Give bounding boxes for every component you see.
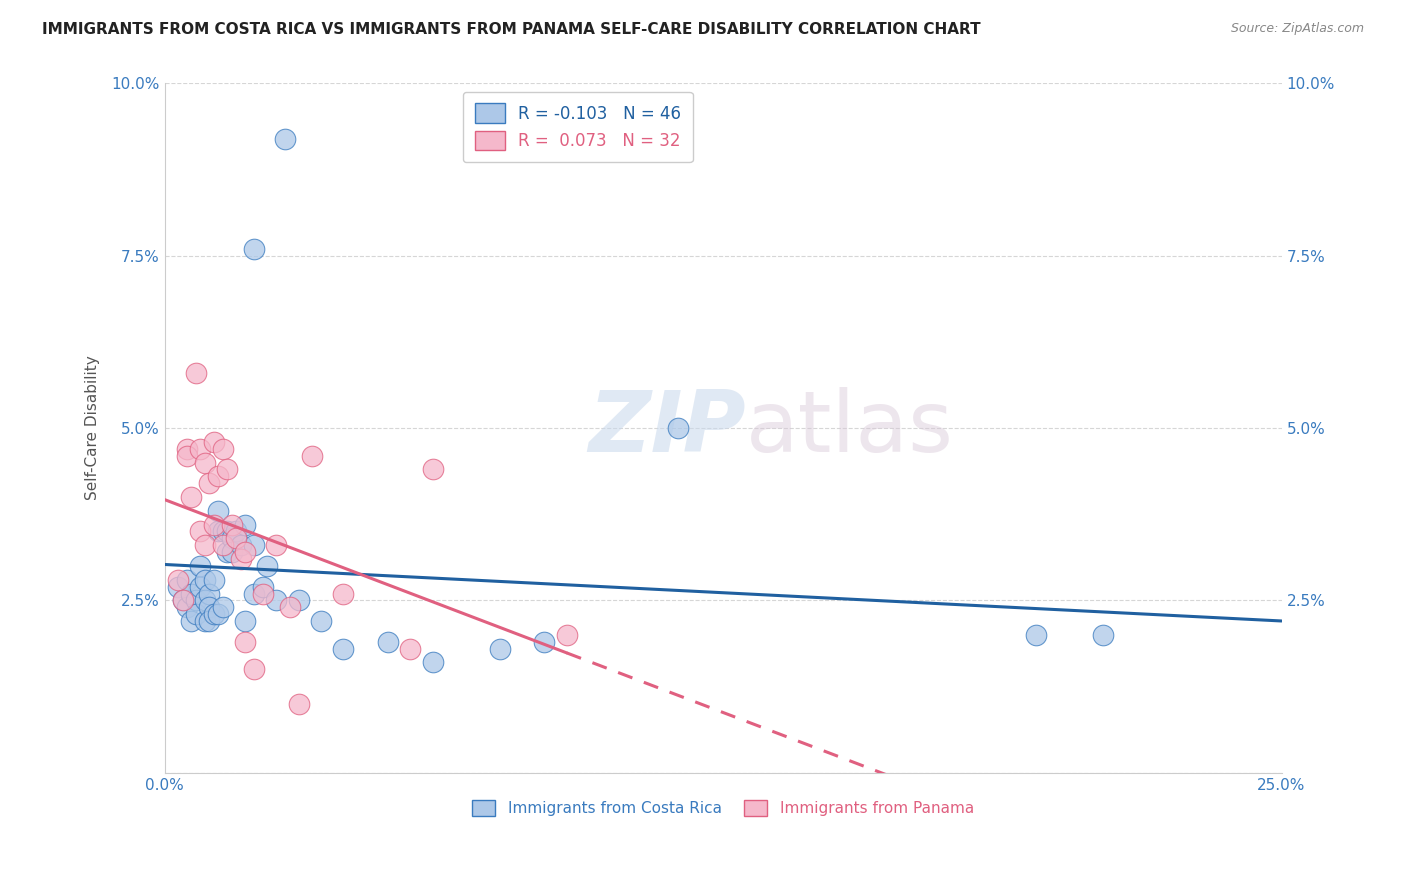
Point [301,449,323,463]
Point [266,538,288,552]
Point [202,607,225,622]
Point [190,524,212,539]
Point [167,573,190,587]
Point [172,593,194,607]
Point [243,586,266,600]
Point [225,524,247,539]
Point [243,242,266,256]
Point [207,524,229,539]
Point [1025,628,1047,642]
Text: Source: ZipAtlas.com: Source: ZipAtlas.com [1230,22,1364,36]
Point [198,586,221,600]
Point [377,634,399,648]
Point [243,662,266,676]
Point [198,476,221,491]
Point [184,366,207,380]
Point [274,131,297,145]
Point [1091,628,1114,642]
Point [287,697,309,711]
Point [229,538,252,552]
Point [211,524,233,539]
Point [194,538,217,552]
Point [194,593,217,607]
Point [332,586,354,600]
Point [225,532,247,546]
Text: ZIP: ZIP [588,386,745,469]
Point [233,545,256,559]
Point [309,614,332,628]
Point [167,580,190,594]
Point [202,573,225,587]
Point [190,580,212,594]
Point [217,462,239,476]
Point [172,593,194,607]
Y-axis label: Self-Care Disability: Self-Care Disability [86,356,100,500]
Legend: Immigrants from Costa Rica, Immigrants from Panama: Immigrants from Costa Rica, Immigrants f… [465,792,981,823]
Point [194,614,217,628]
Point [256,558,278,573]
Text: atlas: atlas [745,386,953,469]
Point [217,545,239,559]
Point [422,462,444,476]
Point [229,552,252,566]
Point [176,573,198,587]
Point [221,532,243,546]
Point [252,580,274,594]
Point [180,586,202,600]
Point [202,517,225,532]
Point [668,421,690,435]
Point [266,593,288,607]
Point [287,593,309,607]
Point [533,634,555,648]
Point [176,442,198,456]
Point [180,614,202,628]
Point [221,545,243,559]
Point [202,434,225,449]
Point [422,656,444,670]
Point [184,607,207,622]
Point [207,504,229,518]
Point [190,558,212,573]
Point [233,517,256,532]
Point [488,641,510,656]
Point [176,600,198,615]
Text: IMMIGRANTS FROM COSTA RICA VS IMMIGRANTS FROM PANAMA SELF-CARE DISABILITY CORREL: IMMIGRANTS FROM COSTA RICA VS IMMIGRANTS… [42,22,981,37]
Point [180,490,202,504]
Point [243,538,266,552]
Point [198,600,221,615]
Point [278,600,301,615]
Point [198,614,221,628]
Point [217,524,239,539]
Point [211,442,233,456]
Point [207,607,229,622]
Point [252,586,274,600]
Point [211,600,233,615]
Point [176,449,198,463]
Point [555,628,578,642]
Point [194,573,217,587]
Point [399,641,422,656]
Point [184,593,207,607]
Point [233,634,256,648]
Point [190,442,212,456]
Point [207,469,229,483]
Point [221,517,243,532]
Point [211,538,233,552]
Point [194,456,217,470]
Point [332,641,354,656]
Point [233,614,256,628]
